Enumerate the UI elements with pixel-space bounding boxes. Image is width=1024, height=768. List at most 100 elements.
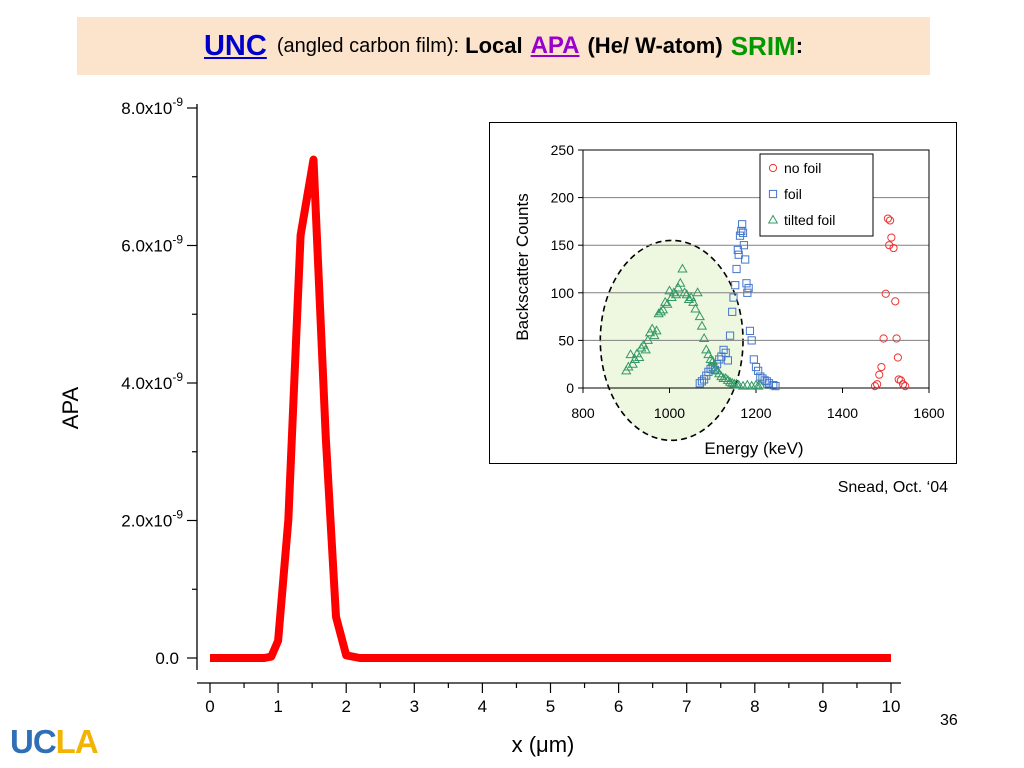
y-axis-label: APA — [58, 386, 83, 429]
x-tick-label: 1 — [273, 697, 282, 716]
no-foil-point — [883, 214, 893, 223]
apa-series-line — [210, 155, 891, 662]
legend-label: foil — [784, 186, 802, 202]
foil-point — [697, 377, 707, 386]
inset-y-tick-label: 0 — [566, 380, 574, 396]
tilted-foil-point — [720, 372, 731, 382]
no-foil-point — [889, 243, 898, 253]
foil-point — [742, 279, 751, 288]
no-foil-point — [898, 380, 908, 389]
foil-point — [728, 307, 737, 316]
legend-box — [759, 153, 874, 237]
foil-point — [725, 331, 735, 340]
no-foil-point — [870, 381, 880, 391]
x-tick-label: 3 — [410, 697, 419, 716]
no-foil-point — [892, 334, 901, 343]
logo-part-la: LA — [55, 723, 99, 760]
main-chart-series — [210, 155, 891, 662]
tilted-foil-point — [655, 306, 667, 316]
title-apa: APA — [530, 32, 580, 59]
x-axis-label: x (μm) — [512, 732, 575, 757]
tilted-foil-point — [629, 353, 641, 363]
tilted-foil-point — [660, 296, 671, 306]
main-chart-axes — [196, 104, 901, 684]
main-chart-ticks — [187, 107, 892, 693]
legend-label: no foil — [784, 160, 821, 176]
tilted-foil-point — [752, 380, 764, 390]
x-tick-label: 2 — [341, 697, 350, 716]
tilted-foil-point — [685, 292, 697, 302]
tilted-foil-point — [683, 293, 695, 303]
foil-point — [754, 366, 763, 375]
inset-x-tick-label: 1000 — [654, 405, 685, 421]
no-foil-point — [887, 233, 896, 242]
x-tick-label: 10 — [882, 697, 901, 716]
tilted-foil-point — [696, 320, 708, 330]
foil-point — [741, 255, 750, 264]
foil-point — [744, 283, 753, 293]
y-tick-label: 2.0x10-9 — [121, 508, 183, 531]
legend-label: tilted foil — [784, 212, 835, 228]
x-tick-label: 8 — [750, 697, 759, 716]
tilted-foil-point — [664, 285, 675, 295]
no-foil-point — [877, 362, 886, 372]
tilted-foil-point — [649, 330, 660, 340]
no-foil-point — [881, 289, 890, 298]
tilted-foil-point — [709, 363, 721, 373]
tilted-foil-point — [634, 352, 645, 362]
foil-point — [731, 281, 740, 290]
x-tick-label: 0 — [205, 697, 214, 716]
inset-y-tick-label: 200 — [551, 190, 575, 206]
inset-y-tick-label: 100 — [551, 285, 575, 301]
foil-point — [739, 241, 748, 250]
y-tick-label: 8.0x10-9 — [121, 95, 183, 118]
title-srim: SRIM — [730, 30, 796, 61]
inset-x-tick-label: 1200 — [740, 405, 771, 421]
tilted-foil-point — [724, 376, 736, 386]
inset-y-axis-label: Backscatter Counts — [513, 193, 532, 340]
no-foil-point — [901, 381, 910, 391]
title-he-w: (He/ W-atom) — [587, 33, 723, 58]
no-foil-point — [891, 297, 900, 306]
y-tick-label: 6.0x10-9 — [121, 233, 183, 256]
y-tick-label: 0.0 — [155, 649, 179, 668]
foil-point — [771, 381, 780, 391]
inset-x-axis-label: Energy (keV) — [704, 439, 803, 458]
tilted-foil-point — [690, 303, 701, 313]
foil-point — [715, 355, 724, 364]
foil-point — [745, 326, 755, 335]
tilted-foil-point — [722, 374, 734, 384]
inset-points — [621, 214, 910, 391]
foil-point — [760, 376, 769, 385]
backscatter-chart: 0 50 100 150 200 250 800 1000 1200 1400 1600 no fo… — [513, 142, 945, 458]
tilted-foil-point — [666, 292, 677, 302]
title-subtitle: (angled carbon film): — [276, 34, 460, 57]
tilted-foil-legend-marker — [767, 214, 779, 224]
tilted-foil-point — [703, 349, 714, 359]
tilted-foil-point — [623, 361, 634, 371]
inset-y-tick-label: 150 — [551, 237, 575, 253]
tilted-foil-point — [668, 287, 679, 297]
foil-point — [738, 228, 748, 237]
foil-point — [738, 220, 747, 229]
inset-legend: no foil foil tilted foil — [759, 153, 874, 237]
foil-point — [747, 336, 756, 345]
title-local: Local — [465, 33, 523, 58]
inset-y-tick-label: 50 — [558, 332, 574, 348]
inset-x-tick-label: 1400 — [827, 405, 858, 421]
tilted-foil-point — [627, 358, 638, 368]
tilted-foil-point — [681, 289, 692, 299]
tilted-foil-point — [698, 332, 710, 342]
credit-text: Snead, Oct. ‘04 — [837, 479, 948, 496]
inset-x-tick-label: 1600 — [913, 405, 944, 421]
main-chart-tick-labels: 0.0 2.0x10-9 4.0x10-9 6.0x10-9 8.0x10-9 0 1 2 3 4… — [121, 95, 900, 716]
foil-point — [733, 245, 742, 255]
tilted-foil-point — [705, 353, 716, 363]
no-foil-point — [885, 216, 895, 225]
tilted-foil-point — [701, 344, 712, 354]
inset-tick-labels: 0 50 100 150 200 250 800 1000 1200 1400 1600 — [551, 142, 945, 421]
no-foil-legend-marker — [768, 163, 778, 173]
tilted-foil-point — [694, 311, 705, 321]
tilted-foil-point — [642, 334, 654, 344]
foil-point — [734, 250, 743, 259]
